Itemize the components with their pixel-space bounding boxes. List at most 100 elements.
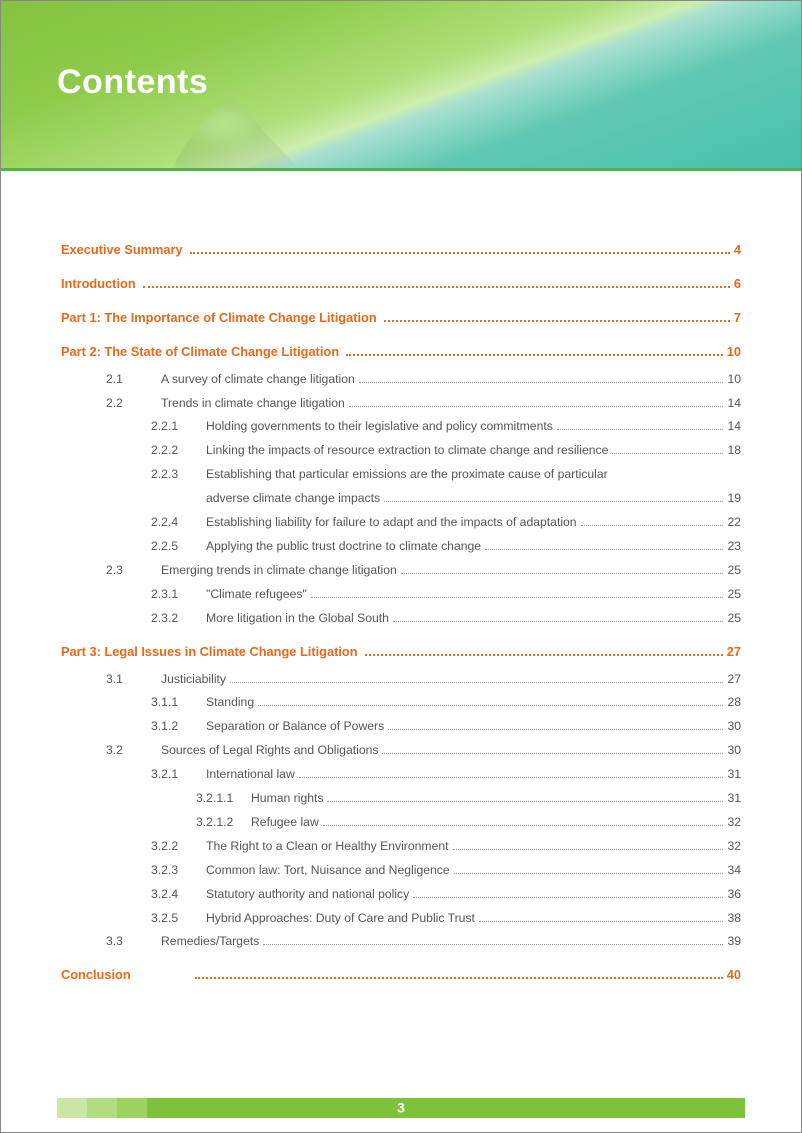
toc-leader-dots bbox=[190, 252, 730, 254]
toc-leader-dots bbox=[299, 777, 724, 778]
toc-heading-row: Executive Summary 4 bbox=[61, 240, 741, 260]
page-footer: 3 bbox=[57, 1098, 745, 1118]
footer-seg bbox=[147, 1098, 745, 1118]
toc-container: Executive Summary 4Introduction 6Part 1:… bbox=[1, 171, 801, 985]
toc-title: Remedies/Targets bbox=[161, 932, 259, 951]
toc-title: Establishing liability for failure to ad… bbox=[206, 513, 577, 532]
toc-number: 3.2.1.1 bbox=[61, 789, 251, 808]
toc-page: 31 bbox=[727, 765, 741, 784]
toc-number: 2.2.5 bbox=[61, 537, 206, 556]
toc-leader-dots bbox=[230, 682, 723, 683]
toc-page: 19 bbox=[727, 489, 741, 508]
toc-page: 28 bbox=[727, 693, 741, 712]
toc-page: 14 bbox=[727, 417, 741, 436]
toc-entry-row: 2.3.1"Climate refugees"25 bbox=[61, 585, 741, 604]
toc-title: Executive Summary bbox=[61, 240, 183, 260]
toc-leader-dots bbox=[393, 621, 724, 622]
toc-number: 2.2.1 bbox=[61, 417, 206, 436]
toc-leader-dots bbox=[388, 729, 723, 730]
toc-leader-dots bbox=[401, 573, 724, 574]
footer-seg bbox=[117, 1098, 147, 1118]
toc-number: 2.2.4 bbox=[61, 513, 206, 532]
toc-page: 32 bbox=[727, 837, 741, 856]
toc-title: Establishing that particular emissions a… bbox=[206, 465, 608, 484]
toc-leader-dots bbox=[258, 705, 723, 706]
page-title: Contents bbox=[57, 63, 208, 102]
toc-leader-dots bbox=[557, 429, 724, 430]
toc-page: 10 bbox=[727, 370, 741, 389]
toc-entry-row: 2.2Trends in climate change litigation14 bbox=[61, 394, 741, 413]
header-rock-graphic bbox=[171, 101, 301, 171]
toc-leader-dots bbox=[349, 406, 724, 407]
toc-title: Statutory authority and national policy bbox=[206, 885, 409, 904]
toc-title: The Right to a Clean or Healthy Environm… bbox=[206, 837, 449, 856]
toc-number: 2.3.2 bbox=[61, 609, 206, 628]
toc-number: 3.2.2 bbox=[61, 837, 206, 856]
toc-title: Common law: Tort, Nuisance and Negligenc… bbox=[206, 861, 450, 880]
toc-leader-dots bbox=[382, 753, 723, 754]
toc-title: Refugee law bbox=[251, 813, 319, 832]
toc-leader-dots bbox=[479, 921, 724, 922]
toc-page: 39 bbox=[727, 932, 741, 951]
toc-leader-dots bbox=[195, 977, 723, 979]
toc-leader-dots bbox=[413, 897, 723, 898]
toc-number: 3.2.3 bbox=[61, 861, 206, 880]
page-number: 3 bbox=[397, 1100, 405, 1116]
toc-title: Part 2: The State of Climate Change Liti… bbox=[61, 342, 339, 362]
footer-seg bbox=[57, 1098, 87, 1118]
toc-entry-row: 2.2.5Applying the public trust doctrine … bbox=[61, 537, 741, 556]
page-header: Contents bbox=[1, 1, 801, 171]
toc-page: 30 bbox=[727, 717, 741, 736]
toc-entry-row: adverse climate change impacts 19 bbox=[61, 489, 741, 508]
toc-entry-row: 3.2.1.2Refugee law 32 bbox=[61, 813, 741, 832]
toc-page: 38 bbox=[727, 909, 741, 928]
toc-number: 3.2.1.2 bbox=[61, 813, 251, 832]
toc-page: 6 bbox=[734, 274, 741, 294]
toc-number: 3.3 bbox=[61, 932, 161, 951]
toc-leader-dots bbox=[359, 382, 724, 383]
toc-title: Trends in climate change litigation bbox=[161, 394, 345, 413]
toc-leader-dots bbox=[384, 320, 730, 322]
toc-page: 25 bbox=[727, 609, 741, 628]
toc-leader-dots bbox=[143, 286, 730, 288]
toc-page: 30 bbox=[727, 741, 741, 760]
toc-title: Standing bbox=[206, 693, 254, 712]
toc-page: 27 bbox=[727, 642, 741, 662]
toc-leader-dots bbox=[365, 654, 723, 656]
toc-leader-dots bbox=[581, 525, 724, 526]
toc-title: Applying the public trust doctrine to cl… bbox=[206, 537, 481, 556]
toc-heading-row: Conclusion40 bbox=[61, 965, 741, 985]
toc-entry-row: 2.2.4Establishing liability for failure … bbox=[61, 513, 741, 532]
toc-entry-row: 3.1.1Standing 28 bbox=[61, 693, 741, 712]
toc-entry-row: 3.3Remedies/Targets 39 bbox=[61, 932, 741, 951]
toc-entry-row: 3.1Justiciability27 bbox=[61, 670, 741, 689]
toc-heading-row: Introduction 6 bbox=[61, 274, 741, 294]
toc-page: 34 bbox=[727, 861, 741, 880]
toc-leader-dots bbox=[454, 873, 724, 874]
toc-title: Human rights bbox=[251, 789, 323, 808]
toc-number: 3.1.2 bbox=[61, 717, 206, 736]
toc-heading-row: Part 2: The State of Climate Change Liti… bbox=[61, 342, 741, 362]
toc-leader-dots bbox=[384, 501, 723, 502]
toc-leader-dots bbox=[612, 453, 723, 454]
toc-title: Separation or Balance of Powers bbox=[206, 717, 384, 736]
toc-entry-row: 2.3Emerging trends in climate change lit… bbox=[61, 561, 741, 580]
toc-leader-dots bbox=[327, 801, 723, 802]
toc-title: Linking the impacts of resource extracti… bbox=[206, 441, 608, 460]
toc-entry-row: 2.2.3Establishing that particular emissi… bbox=[61, 465, 741, 484]
toc-number: 2.3 bbox=[61, 561, 161, 580]
toc-leader-dots bbox=[311, 597, 724, 598]
toc-page: 4 bbox=[734, 240, 741, 260]
toc-page: 27 bbox=[727, 670, 741, 689]
toc-leader-dots bbox=[346, 354, 722, 356]
toc-title: A survey of climate change litigation bbox=[161, 370, 355, 389]
toc-page: 32 bbox=[727, 813, 741, 832]
toc-title: Emerging trends in climate change litiga… bbox=[161, 561, 397, 580]
toc-title: adverse climate change impacts bbox=[206, 489, 380, 508]
toc-number: 2.2 bbox=[61, 394, 161, 413]
toc-number: 3.1.1 bbox=[61, 693, 206, 712]
toc-entry-row: 3.2.1.1Human rights31 bbox=[61, 789, 741, 808]
toc-number: 3.2.5 bbox=[61, 909, 206, 928]
toc-entry-row: 3.2.3Common law: Tort, Nuisance and Negl… bbox=[61, 861, 741, 880]
toc-entry-row: 2.1A survey of climate change litigation… bbox=[61, 370, 741, 389]
